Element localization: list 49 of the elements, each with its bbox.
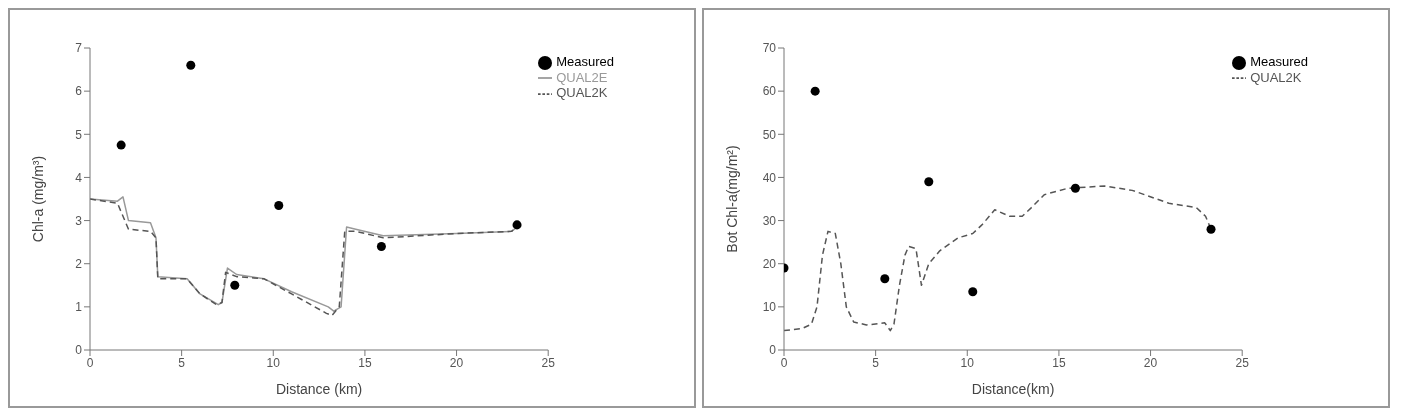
- x-tick-label: 5: [872, 355, 880, 370]
- y-tick-label: 2: [75, 256, 83, 271]
- point: [116, 140, 126, 150]
- legend-label: QUAL2K: [556, 85, 608, 101]
- x-tick-label: 15: [358, 355, 372, 370]
- x-tick-label: 10: [960, 355, 975, 370]
- point: [810, 86, 820, 96]
- y-tick-label: 7: [75, 41, 83, 56]
- legend-label: Measured: [556, 54, 614, 69]
- x-axis-title: Distance(km): [971, 381, 1055, 397]
- y-tick-label: 1: [75, 300, 83, 315]
- x-tick-label: 10: [266, 355, 281, 370]
- legend-label: QUAL2E: [556, 69, 608, 85]
- y-tick-label: 0: [75, 343, 83, 358]
- x-axis-title: Distance (km): [275, 381, 363, 397]
- y-tick-label: 20: [762, 256, 777, 271]
- y-tick-label: 30: [762, 213, 777, 228]
- x-tick-label: 20: [1143, 355, 1158, 370]
- x-tick-label: 0: [86, 355, 94, 370]
- y-tick-label: 5: [75, 127, 83, 142]
- y-tick-label: 50: [762, 127, 777, 142]
- point: [512, 220, 522, 230]
- x-tick-label: 5: [178, 355, 186, 370]
- legend-label: Measured: [1250, 54, 1308, 69]
- point: [880, 274, 890, 284]
- point: [186, 60, 196, 70]
- point: [924, 177, 934, 187]
- legend-label: QUAL2K: [1250, 69, 1302, 85]
- x-tick-label: 25: [541, 355, 556, 370]
- point: [968, 287, 978, 297]
- y-tick-label: 40: [762, 170, 777, 185]
- y-tick-label: 6: [75, 84, 83, 99]
- y-tick-label: 60: [762, 84, 777, 99]
- point: [1206, 224, 1216, 234]
- point: [230, 280, 240, 290]
- x-tick-label: 25: [1235, 355, 1250, 370]
- point: [376, 241, 386, 251]
- y-tick-label: 70: [762, 41, 777, 56]
- point: [274, 200, 284, 210]
- y-tick-label: 3: [75, 213, 83, 228]
- y-tick-label: 10: [762, 300, 777, 315]
- point: [1070, 183, 1080, 193]
- x-tick-label: 20: [449, 355, 464, 370]
- y-tick-label: 4: [75, 170, 83, 185]
- y-axis-title: Bot Chl-a(mg/m²): [723, 145, 740, 253]
- x-tick-label: 0: [780, 355, 788, 370]
- y-axis-title: Chl-a (mg/m³): [29, 155, 46, 243]
- x-tick-label: 15: [1052, 355, 1066, 370]
- y-tick-label: 0: [769, 343, 777, 358]
